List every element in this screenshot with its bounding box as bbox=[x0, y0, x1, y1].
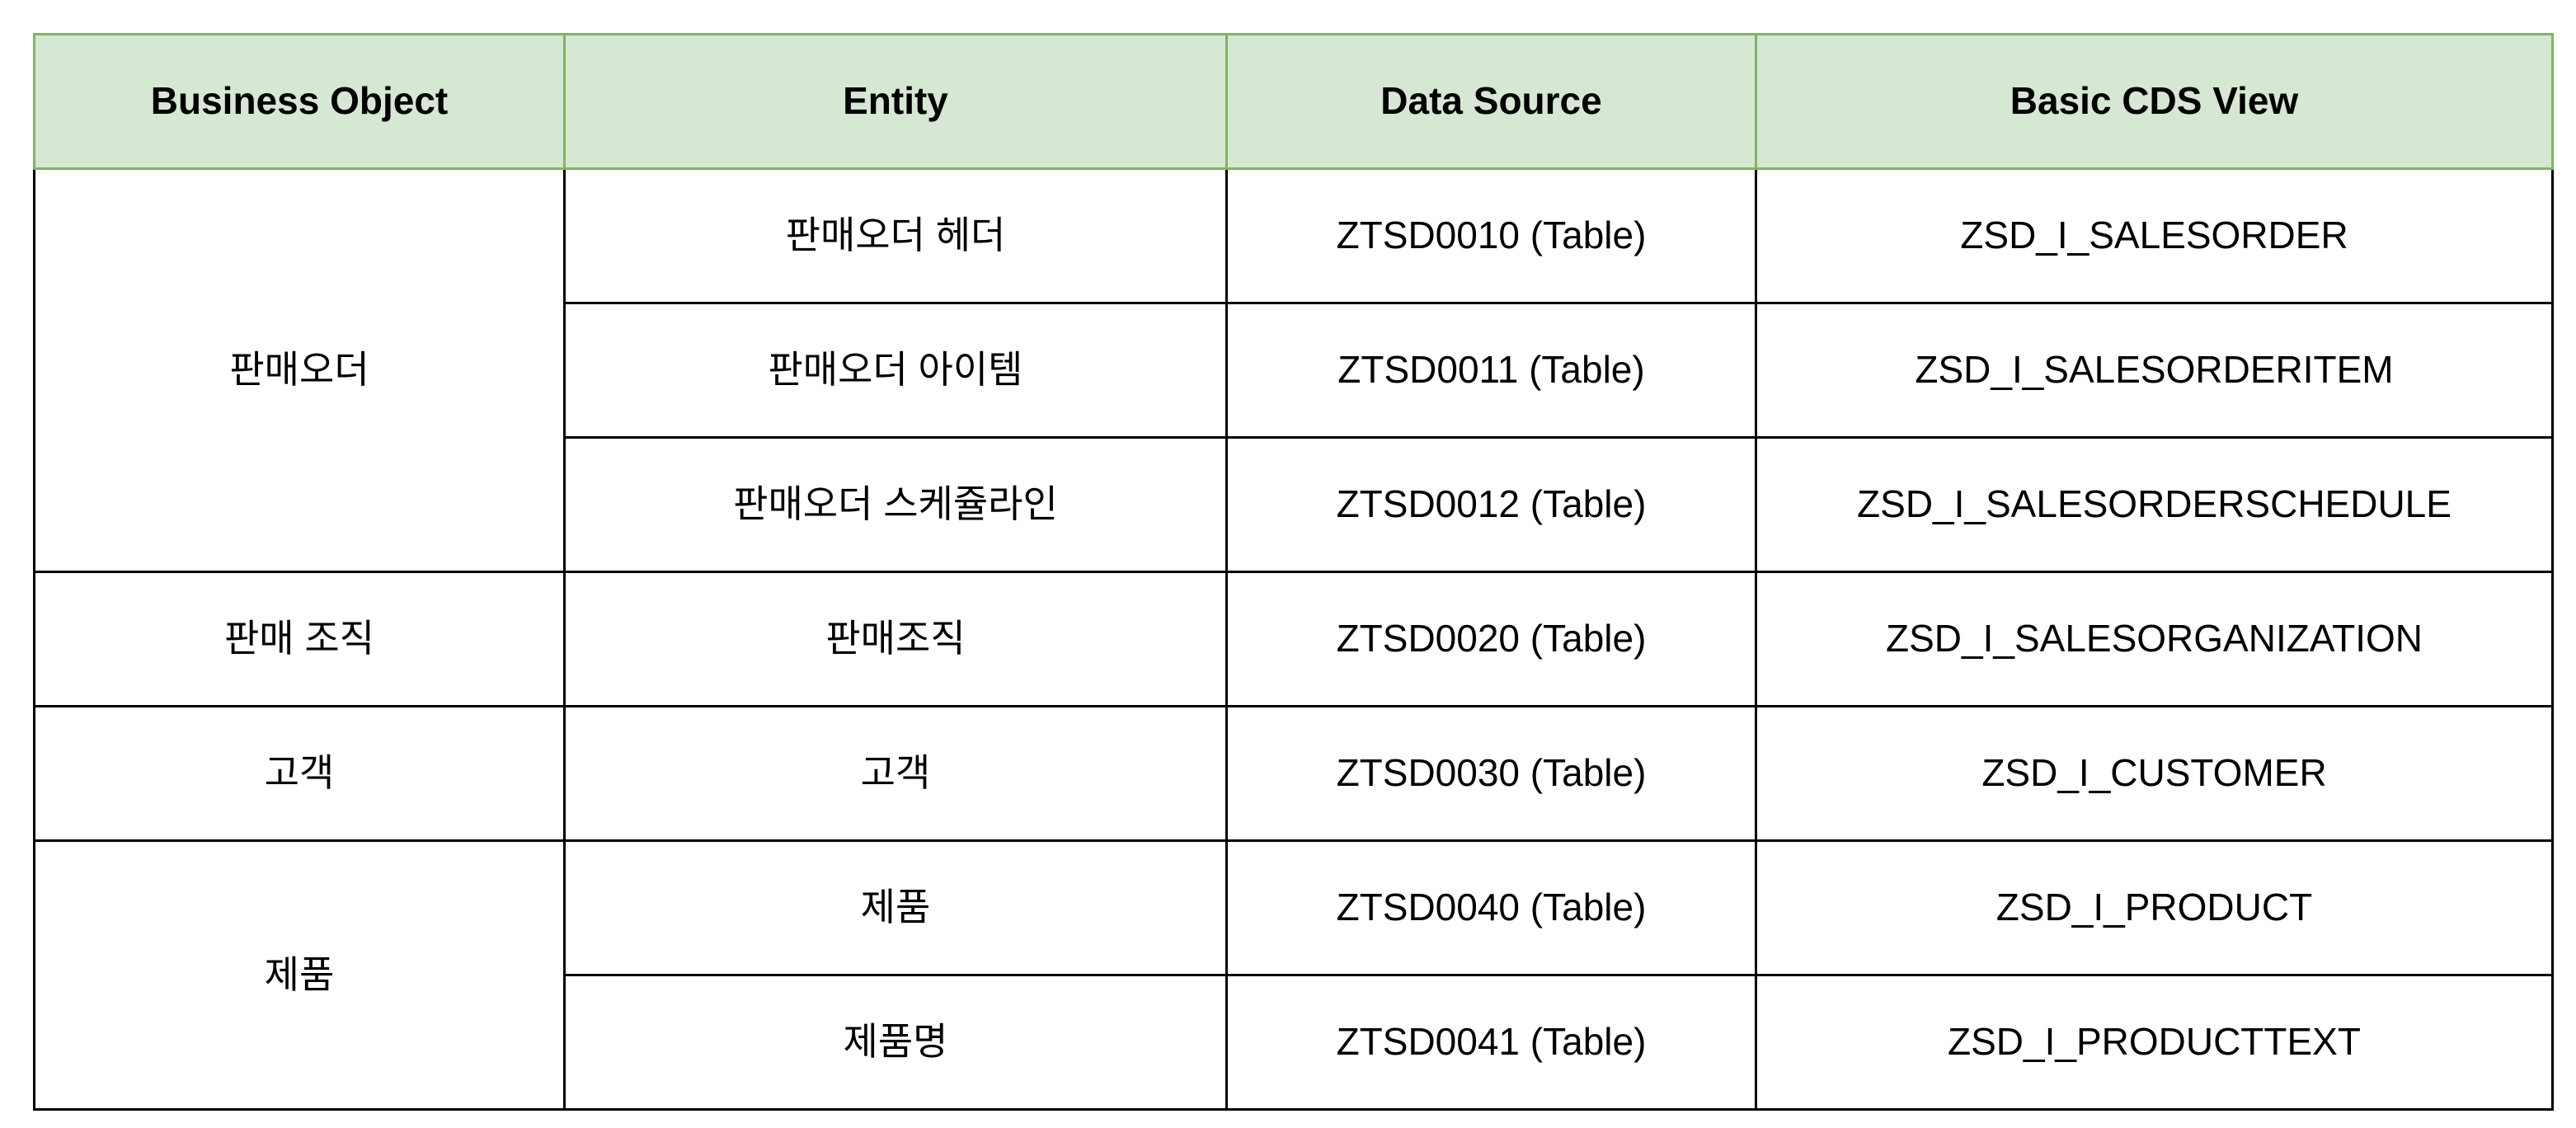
data-source-cell: ZTSD0020 (Table) bbox=[1225, 571, 1757, 707]
header-business-object: Business Object bbox=[33, 33, 566, 170]
entity-cell: 판매오더 헤더 bbox=[563, 167, 1228, 304]
entity-cell: 판매오더 아이템 bbox=[563, 302, 1228, 439]
entity-cell: 제품 bbox=[563, 839, 1228, 976]
header-basic-cds-view: Basic CDS View bbox=[1755, 33, 2554, 170]
table-row: 판매 조직 판매조직 ZTSD0020 (Table) ZSD_I_SALESO… bbox=[33, 571, 2554, 707]
data-source-cell: ZTSD0011 (Table) bbox=[1225, 302, 1757, 439]
business-object-cell: 제품 bbox=[33, 839, 566, 1111]
table-row: 고객 고객 ZTSD0030 (Table) ZSD_I_CUSTOMER bbox=[33, 705, 2554, 842]
cds-view-cell: ZSD_I_SALESORDERSCHEDULE bbox=[1755, 436, 2554, 573]
entity-cell: 판매오더 스케쥴라인 bbox=[563, 436, 1228, 573]
data-source-cell: ZTSD0012 (Table) bbox=[1225, 436, 1757, 573]
cds-view-cell: ZSD_I_SALESORDER bbox=[1755, 167, 2554, 304]
table-row: 판매오더 아이템 ZTSD0011 (Table) ZSD_I_SALESORD… bbox=[35, 302, 2554, 439]
header-entity: Entity bbox=[563, 33, 1228, 170]
entity-cell: 판매조직 bbox=[563, 571, 1228, 707]
cds-view-mapping-table: Business Object Entity Data Source Basic… bbox=[33, 33, 2554, 1111]
data-source-cell: ZTSD0010 (Table) bbox=[1225, 167, 1757, 304]
table-row: 제품명 ZTSD0041 (Table) ZSD_I_PRODUCTTEXT bbox=[35, 974, 2554, 1111]
business-object-cell: 판매오더 bbox=[33, 167, 566, 573]
table-row: 판매오더 판매오더 헤더 ZTSD0010 (Table) ZSD_I_SALE… bbox=[33, 167, 2554, 573]
entity-cell: 제품명 bbox=[563, 974, 1228, 1111]
data-source-cell: ZTSD0040 (Table) bbox=[1225, 839, 1757, 976]
table-row: 제품 제품 ZTSD0040 (Table) ZSD_I_PRODUCT bbox=[33, 839, 2554, 1111]
cds-view-cell: ZSD_I_CUSTOMER bbox=[1755, 705, 2554, 842]
data-source-cell: ZTSD0030 (Table) bbox=[1225, 705, 1757, 842]
table-row: 판매오더 스케쥴라인 ZTSD0012 (Table) ZSD_I_SALESO… bbox=[35, 436, 2554, 573]
cds-view-cell: ZSD_I_SALESORGANIZATION bbox=[1755, 571, 2554, 707]
cds-view-cell: ZSD_I_SALESORDERITEM bbox=[1755, 302, 2554, 439]
data-source-cell: ZTSD0041 (Table) bbox=[1225, 974, 1757, 1111]
header-row: Business Object Entity Data Source Basic… bbox=[33, 33, 2554, 170]
cds-view-cell: ZSD_I_PRODUCT bbox=[1755, 839, 2554, 976]
business-object-cell: 판매 조직 bbox=[33, 571, 566, 707]
entity-cell: 고객 bbox=[563, 705, 1228, 842]
business-object-cell: 고객 bbox=[33, 705, 566, 842]
table-body: 판매오더 판매오더 헤더 ZTSD0010 (Table) ZSD_I_SALE… bbox=[33, 167, 2554, 1111]
cds-view-cell: ZSD_I_PRODUCTTEXT bbox=[1755, 974, 2554, 1111]
table-header: Business Object Entity Data Source Basic… bbox=[33, 33, 2554, 170]
header-data-source: Data Source bbox=[1225, 33, 1757, 170]
